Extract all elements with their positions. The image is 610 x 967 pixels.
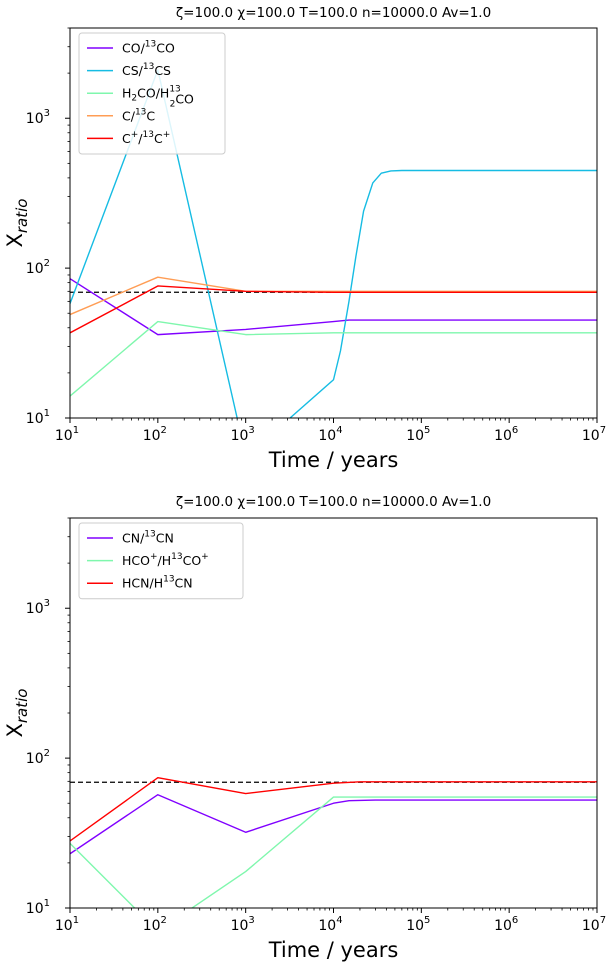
legend-item: C/13C bbox=[87, 107, 155, 123]
legend-label: C/13C bbox=[122, 107, 155, 123]
x-tick-label: 101 bbox=[55, 915, 79, 934]
legend: CN/13CN HCO+/H13CO+ HCN/H13CN bbox=[78, 522, 244, 600]
series-line-hcn-h13cn bbox=[70, 777, 597, 842]
x-tick-label: 102 bbox=[143, 915, 167, 934]
y-axis-label: Xratio bbox=[3, 689, 31, 738]
legend-item: HCN/H13CN bbox=[87, 575, 193, 591]
x-tick-label: 107 bbox=[582, 425, 606, 444]
legend-label: CS/13CS bbox=[122, 62, 171, 78]
x-tick-label: 103 bbox=[231, 915, 255, 934]
x-tick-label: 105 bbox=[406, 915, 430, 934]
plot-area bbox=[70, 69, 597, 418]
series-line-co-13co bbox=[70, 278, 597, 336]
x-axis-label: Time / years bbox=[268, 448, 399, 472]
chart-title: ζ=100.0 χ=100.0 T=100.0 n=10000.0 Av=1.0 bbox=[176, 494, 491, 510]
x-tick-label: 106 bbox=[494, 425, 518, 444]
x-tick-label: 103 bbox=[231, 425, 255, 444]
series-line-cs-13cs bbox=[70, 69, 597, 418]
legend-box bbox=[78, 522, 244, 600]
x-tick-label: 107 bbox=[582, 915, 606, 934]
legend-item: CN/13CN bbox=[87, 530, 174, 546]
y-tick-label: 101 bbox=[26, 898, 50, 917]
x-axis-label: Time / years bbox=[268, 938, 399, 962]
legend-item: CS/13CS bbox=[87, 62, 171, 78]
chart-title: ζ=100.0 χ=100.0 T=100.0 n=10000.0 Av=1.0 bbox=[176, 5, 491, 21]
series-line-c-13c- bbox=[70, 285, 597, 334]
chart-panel-2: ζ=100.0 χ=100.0 T=100.0 n=10000.0 Av=1.0… bbox=[3, 494, 606, 962]
legend-label: HCN/H13CN bbox=[122, 575, 193, 591]
legend-item: H2CO/H13 2CO bbox=[87, 85, 194, 110]
y-tick-label: 103 bbox=[26, 598, 50, 617]
x-tick-label: 102 bbox=[143, 425, 167, 444]
series-line-c-13c bbox=[70, 276, 597, 316]
chart-panel-1: ζ=100.0 χ=100.0 T=100.0 n=10000.0 Av=1.0… bbox=[3, 5, 606, 472]
x-tick-label: 104 bbox=[318, 425, 342, 444]
series-line-hco-h13co- bbox=[70, 796, 597, 908]
series-line-h2co-h213co bbox=[70, 320, 597, 397]
x-tick-label: 104 bbox=[318, 915, 342, 934]
y-axis-label: Xratio bbox=[3, 199, 31, 248]
y-tick-label: 102 bbox=[26, 748, 50, 767]
legend-item: HCO+/H13CO+ bbox=[87, 552, 209, 568]
x-tick-label: 101 bbox=[55, 425, 79, 444]
legend-label: C+/13C+ bbox=[122, 130, 170, 146]
legend-item: CO/13CO bbox=[87, 40, 175, 56]
legend-label: CN/13CN bbox=[122, 530, 174, 546]
series-line-cn-13cn bbox=[70, 794, 597, 855]
plot-area bbox=[70, 777, 597, 908]
legend-box bbox=[78, 32, 226, 155]
legend-label: H2CO/H13 2CO bbox=[122, 85, 194, 110]
legend-item: C+/13C+ bbox=[87, 130, 170, 146]
legend-label: CO/13CO bbox=[122, 40, 175, 56]
y-tick-label: 102 bbox=[26, 258, 50, 277]
y-tick-label: 101 bbox=[26, 408, 50, 427]
x-tick-label: 105 bbox=[406, 425, 430, 444]
legend-label: HCO+/H13CO+ bbox=[122, 552, 209, 568]
x-tick-label: 106 bbox=[494, 915, 518, 934]
y-tick-label: 103 bbox=[26, 108, 50, 127]
